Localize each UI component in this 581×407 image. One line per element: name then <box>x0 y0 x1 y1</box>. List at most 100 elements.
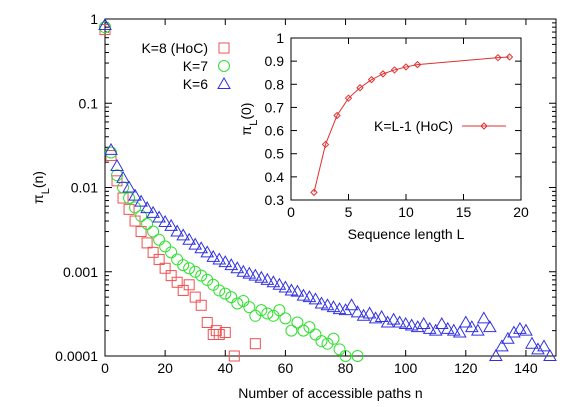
data-point-circle <box>147 225 160 238</box>
data-point-triangle <box>519 323 533 336</box>
data-point-triangle <box>218 255 233 268</box>
data-point-circle <box>309 328 322 341</box>
data-point-circle <box>303 321 316 334</box>
data-point-square <box>141 237 153 249</box>
data-point-triangle <box>146 205 160 218</box>
inset-x-axis-label: Sequence length L <box>348 226 465 242</box>
data-point-square <box>210 325 222 337</box>
data-point-circle <box>225 291 238 304</box>
inset-x-tick-label: 5 <box>345 204 353 220</box>
data-point-triangle <box>248 268 263 281</box>
inset-series-line <box>313 56 510 193</box>
inset-data-point <box>310 188 318 197</box>
x-tick-label: 60 <box>278 360 294 376</box>
data-point-square <box>201 316 213 328</box>
data-point-triangle <box>392 315 407 328</box>
data-point-triangle <box>128 188 142 201</box>
y-tick-label: 0.0001 <box>55 348 98 364</box>
data-point-circle <box>183 262 196 275</box>
data-point-triangle <box>284 283 299 296</box>
data-point-circle <box>219 287 232 300</box>
main-y-axis-label: πL(n) <box>30 171 52 204</box>
y-label-subscript: L <box>248 120 260 126</box>
x-tick-label: 120 <box>454 360 478 376</box>
data-point-triangle <box>440 321 455 334</box>
inset-data-point <box>321 140 330 149</box>
y-tick-label: 0.01 <box>71 180 98 196</box>
x-tick-label: 100 <box>394 360 418 376</box>
data-point-circle <box>351 350 364 362</box>
data-point-circle <box>321 337 334 350</box>
inset-legend-label: K=L-1 (HoC) <box>374 118 453 134</box>
data-point-triangle <box>110 158 124 171</box>
data-point-triangle <box>320 298 335 311</box>
data-point-square <box>219 327 231 339</box>
data-point-circle <box>315 335 328 348</box>
inset-data-point <box>333 111 341 120</box>
data-point-circle <box>123 192 136 205</box>
series-circle-group <box>99 21 364 362</box>
data-point-circle <box>291 316 304 329</box>
legend-marker-circle <box>218 60 230 72</box>
data-point-triangle <box>386 312 401 325</box>
data-point-square <box>123 203 135 215</box>
data-point-circle <box>237 294 250 307</box>
data-point-circle <box>111 169 124 182</box>
data-point-circle <box>327 332 340 345</box>
inset-data-marks <box>310 53 514 197</box>
data-point-circle <box>285 324 298 337</box>
data-point-square <box>159 262 171 274</box>
y-tick-label: 1 <box>90 11 98 27</box>
data-point-triangle <box>368 311 383 324</box>
inset-x-tick-label: 0 <box>287 204 295 220</box>
data-point-triangle <box>170 224 185 237</box>
data-point-triangle <box>410 320 425 333</box>
data-point-circle <box>165 246 178 259</box>
data-point-square <box>195 299 207 311</box>
data-point-triangle <box>290 284 305 297</box>
data-point-triangle <box>230 261 245 274</box>
inset-y-tick-label: 0.5 <box>265 146 285 162</box>
data-point-triangle <box>476 311 491 324</box>
data-point-circle <box>243 301 256 314</box>
data-point-triangle <box>296 288 311 301</box>
data-point-triangle <box>428 323 443 336</box>
data-point-triangle <box>398 316 413 329</box>
data-point-triangle <box>374 310 389 323</box>
data-point-triangle <box>362 306 377 319</box>
inset-background <box>238 26 548 248</box>
data-point-triangle <box>152 210 166 223</box>
inset-data-point <box>379 70 387 78</box>
series-square-group <box>99 24 261 362</box>
data-point-triangle <box>537 339 551 352</box>
data-point-circle <box>153 233 166 246</box>
x-tick-label: 0 <box>101 360 109 376</box>
inset-legend-marker <box>480 122 488 130</box>
data-point-triangle <box>266 275 281 288</box>
data-point-square <box>135 226 147 238</box>
legend-marker-square <box>218 42 230 54</box>
data-point-triangle <box>380 315 395 328</box>
data-point-triangle <box>242 266 257 279</box>
y-label-base: π <box>30 194 46 204</box>
data-point-triangle <box>200 245 215 258</box>
data-point-triangle <box>543 348 557 361</box>
inset-x-tick-label: 20 <box>513 204 529 220</box>
legend-label: K=7 <box>183 58 209 74</box>
data-point-triangle <box>158 214 172 227</box>
data-point-triangle <box>525 336 539 349</box>
y-tick-label: 0.1 <box>79 95 99 111</box>
data-point-triangle <box>501 331 515 344</box>
inset-data-point <box>494 53 502 62</box>
data-point-square <box>213 328 225 340</box>
data-point-triangle <box>513 321 527 334</box>
data-point-circle <box>159 240 172 253</box>
data-point-circle <box>177 259 190 272</box>
inset-data-point <box>390 66 399 74</box>
y-label-tail: (0) <box>238 103 254 120</box>
data-point-circle <box>195 269 208 282</box>
legend-label: K=6 <box>183 76 209 92</box>
